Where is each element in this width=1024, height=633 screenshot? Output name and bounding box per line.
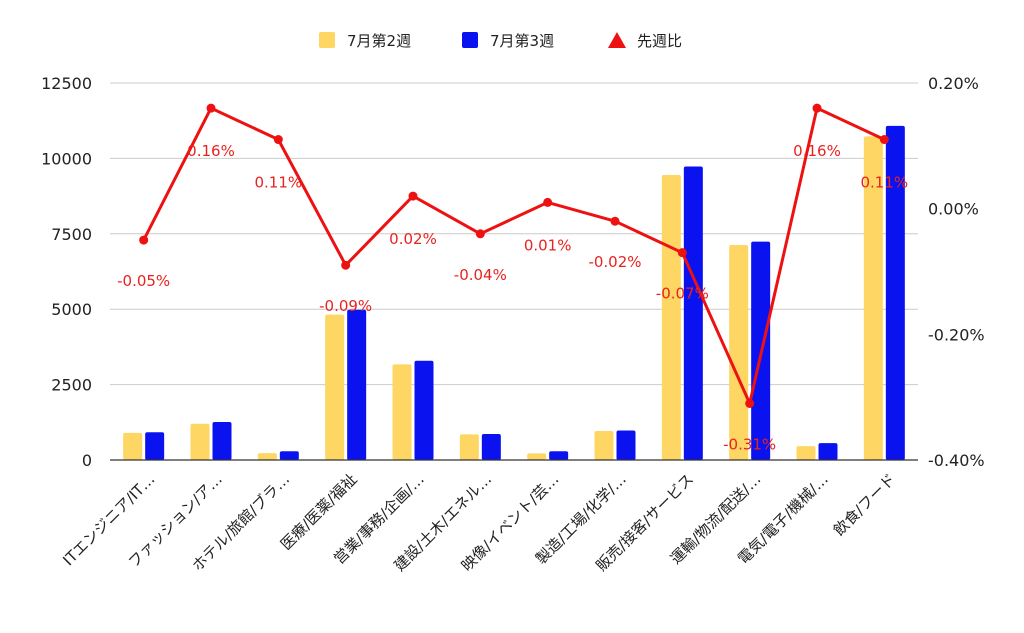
x-axis: ITエンジニア/IT…ファッション/ア…ホテル/旅館/ブラ…医療/医薬/福祉営業… [59,459,918,575]
ratio-data-label: 0.11% [255,174,303,192]
ratio-line-path [142,106,885,405]
left-tick-label: 10000 [41,149,92,168]
bar-week3 [481,434,501,460]
right-tick-label: 0.00% [928,200,979,219]
left-tick-label: 7500 [51,225,92,244]
ratio-point [273,135,283,145]
ratio-point [341,260,351,270]
ratio-data-label: 0.16% [793,142,841,160]
bar-week2 [459,434,479,460]
ratio-data-label: -0.04% [454,266,507,284]
bar-week2 [796,446,816,460]
bar-week2 [325,314,345,460]
gridlines [110,82,918,386]
ratio-data-label: 0.01% [524,236,572,254]
right-axis: -0.40% -0.20% 0.00% 0.20% [928,74,985,470]
triangle-icon [608,32,626,48]
ratio-point [543,197,553,207]
bar-week3 [414,360,434,460]
ratio-data-label: 0.11% [861,174,909,192]
ratio-data-label: -0.09% [319,297,372,315]
left-tick-label: 0 [82,451,92,470]
bar-week2 [257,453,277,460]
ratio-point [610,216,620,226]
legend-label: 7月第3週 [490,32,554,50]
bar-week2 [123,432,143,460]
right-tick-label: -0.40% [928,451,985,470]
bar-week2 [594,431,614,460]
right-tick-label: -0.20% [928,325,985,344]
legend-item: 先週比 [608,32,682,50]
legend-label: 先週比 [637,32,682,50]
ratio-point [677,248,687,258]
left-tick-label: 5000 [51,300,92,319]
bar-week3 [145,432,165,460]
ratio-data-label: -0.07% [656,285,709,303]
ratio-point [206,103,216,113]
bar-week3 [347,309,367,460]
left-tick-label: 12500 [41,74,92,93]
bar-week3 [549,451,569,460]
ratio-point [139,235,149,245]
bar-week2 [661,174,681,460]
legend: 7月第2週 7月第3週 先週比 [319,32,682,50]
left-tick-label: 2500 [51,376,92,395]
ratio-point [408,191,418,201]
bar-week2 [863,136,883,461]
legend-label: 7月第2週 [347,32,411,50]
bars [123,125,905,461]
left-axis: 0 2500 5000 7500 10000 12500 [41,74,92,470]
bar-week2 [190,423,210,460]
right-tick-label: 0.20% [928,74,979,93]
ratio-data-label: -0.02% [588,253,641,271]
bar-week2 [527,453,547,460]
bar-week3 [683,166,703,460]
ratio-data-label: 0.16% [187,142,235,160]
legend-swatch [319,32,335,48]
bar-week3 [885,125,905,460]
ratio-point [812,103,822,113]
ratio-data-label: -0.05% [117,272,170,290]
bar-week2 [392,364,412,460]
ratio-line: -0.05% 0.16% 0.11% -0.09% 0.02% -0.04% 0.01% -0… [117,103,909,453]
ratio-point [879,135,889,145]
legend-item: 7月第3週 [462,32,554,50]
bar-week2 [729,244,749,460]
bar-week3 [818,443,838,460]
legend-swatch [462,32,478,48]
ratio-point [475,229,485,239]
ratio-point [745,398,755,408]
ratio-data-label: -0.31% [723,435,776,453]
bar-week3 [616,430,636,460]
bar-week3 [212,421,232,460]
bar-week3 [279,451,299,460]
ratio-data-label: 0.02% [389,230,437,248]
legend-item: 7月第2週 [319,32,411,50]
category-label: 飲食/フード [830,470,899,539]
